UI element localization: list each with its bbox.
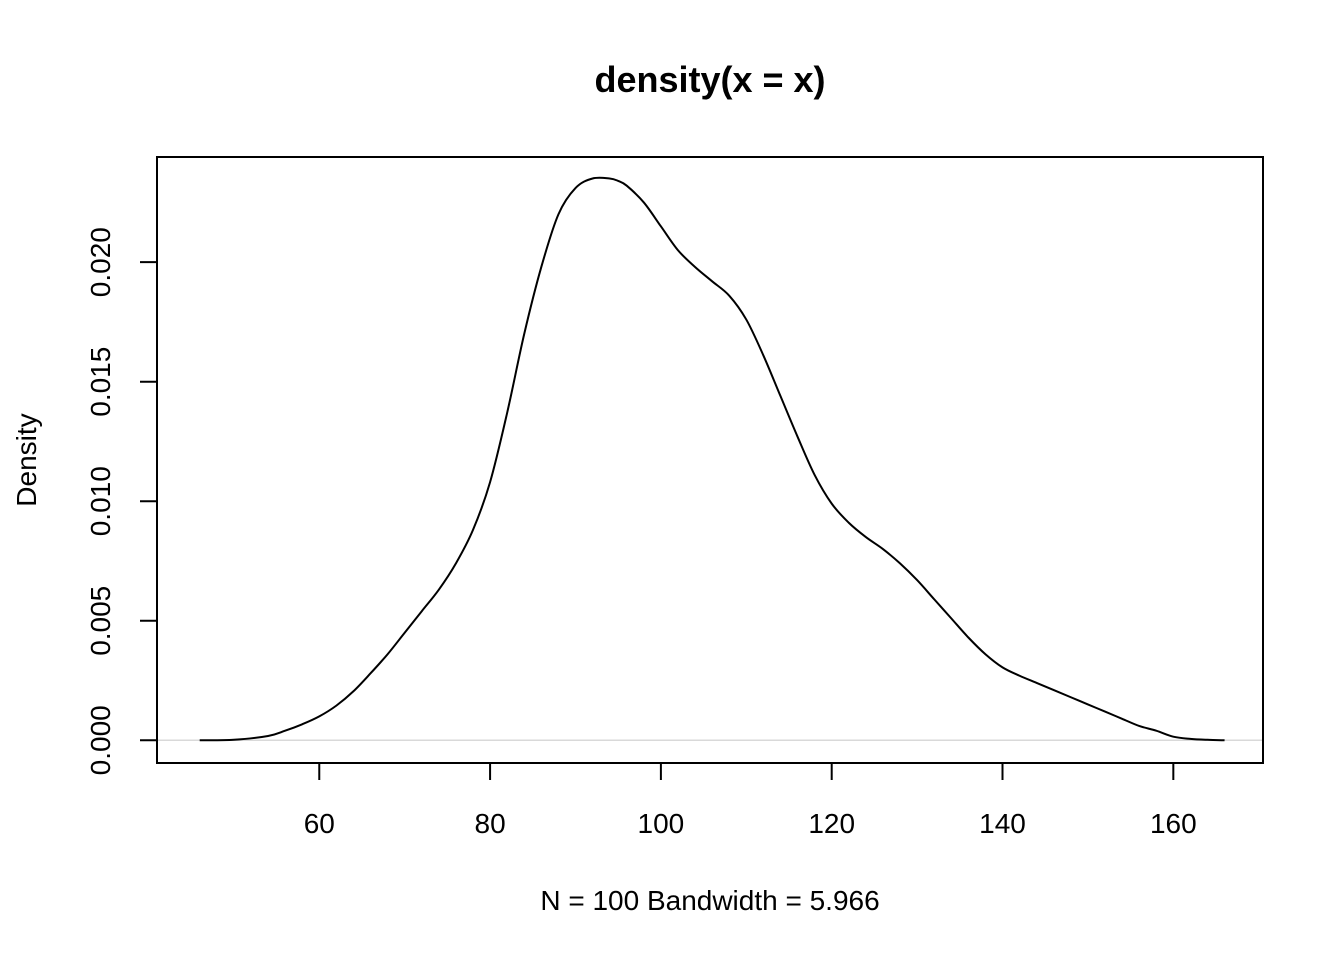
- y-tick-label: 0.010: [85, 466, 116, 536]
- x-tick-label: 160: [1150, 808, 1197, 839]
- x-axis: 60 80 100 120 140 160: [304, 762, 1197, 839]
- x-tick-label: 120: [808, 808, 855, 839]
- x-axis-label: N = 100 Bandwidth = 5.966: [540, 885, 879, 916]
- y-tick-label: 0.020: [85, 227, 116, 297]
- x-tick-label: 60: [304, 808, 335, 839]
- y-axis-label: Density: [11, 413, 42, 506]
- density-curve: [199, 176, 1225, 742]
- x-tick-label: 80: [475, 808, 506, 839]
- y-axis: 0.000 0.005 0.010 0.015 0.020: [85, 227, 158, 775]
- y-tick-label: 0.000: [85, 705, 116, 775]
- x-tick-label: 140: [979, 808, 1026, 839]
- plot-frame: [156, 156, 1264, 764]
- plot-area: [156, 156, 1264, 764]
- chart-title: density(x = x): [594, 59, 825, 100]
- y-tick-label: 0.015: [85, 347, 116, 417]
- y-tick-label: 0.005: [85, 586, 116, 656]
- x-tick-label: 100: [638, 808, 685, 839]
